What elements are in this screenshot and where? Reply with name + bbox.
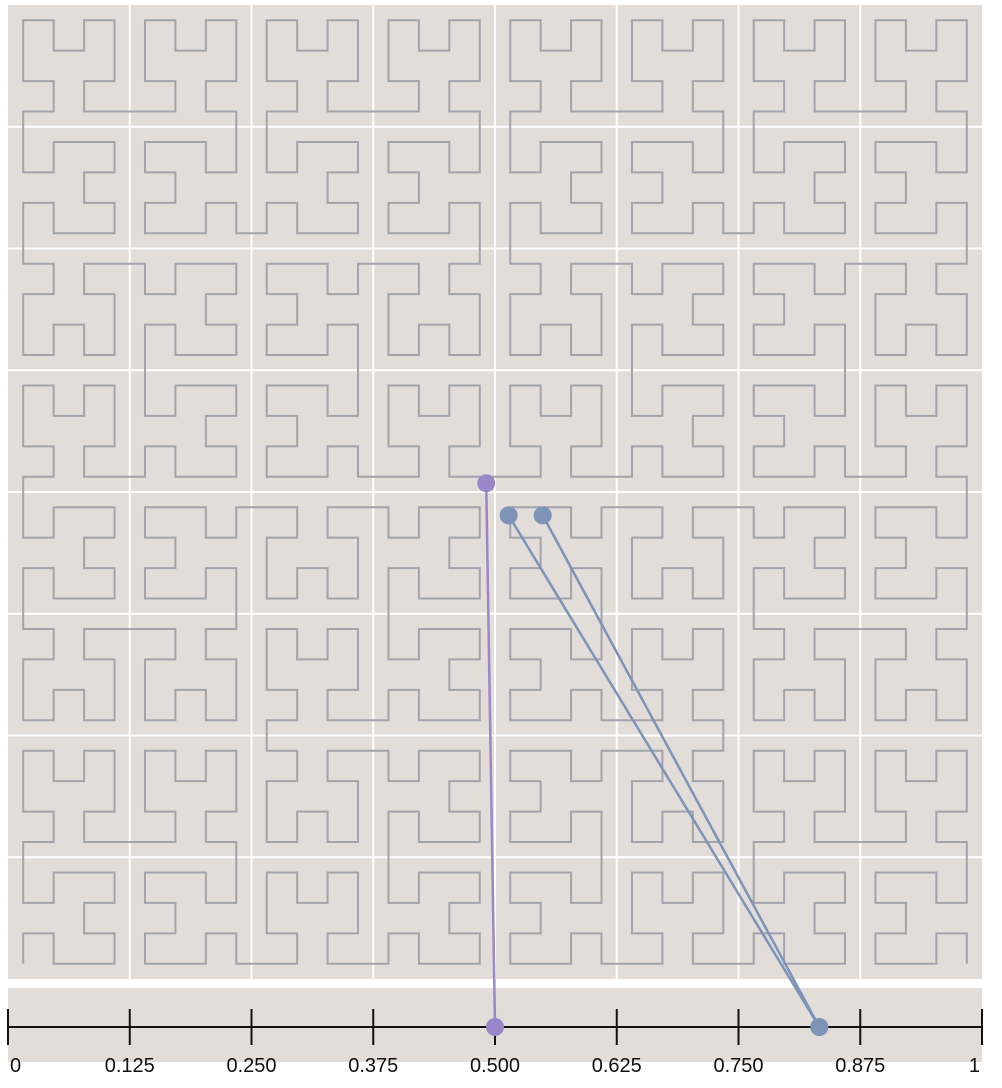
axis-tick-label: 0.625 (592, 1055, 642, 1077)
axis-tick-label: 0.500 (470, 1055, 520, 1077)
axis-tick-label: 0.375 (348, 1055, 398, 1077)
curve-point-marker[interactable] (477, 474, 496, 493)
axis-ticks: 0 0.125 0.250 0.375 0.500 0.625 0.750 0.875 1 (7, 1009, 983, 1077)
mapping-line (507, 514, 821, 1028)
axis-point-marker[interactable] (810, 1018, 829, 1036)
mapping-line (484, 483, 497, 1028)
axis-tick-label: 1 (969, 1055, 980, 1077)
axis-tick-label: 0.250 (226, 1055, 276, 1077)
curve-point-marker[interactable] (533, 506, 552, 525)
curve-point-marker[interactable] (499, 506, 518, 525)
axis-tick-label: 0.875 (835, 1055, 885, 1077)
hilbert-curve (22, 19, 968, 965)
grid-lines (8, 5, 982, 979)
axis-tick-label: 0.750 (713, 1055, 763, 1077)
axis-tick-label: 0.125 (105, 1055, 155, 1077)
mapping-lines (477, 474, 829, 1036)
mapping-line (541, 514, 821, 1028)
axis-tick-label: 0 (10, 1055, 21, 1077)
axis-point-marker[interactable] (486, 1018, 504, 1036)
